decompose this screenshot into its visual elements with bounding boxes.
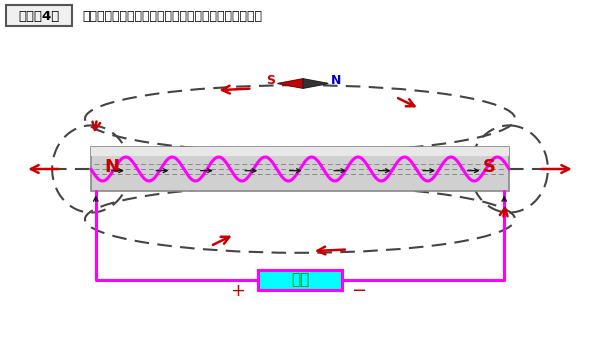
Bar xyxy=(258,270,342,290)
Text: −: − xyxy=(351,282,366,300)
Text: S: S xyxy=(266,74,275,87)
Text: N: N xyxy=(331,74,341,87)
Polygon shape xyxy=(278,79,303,88)
Polygon shape xyxy=(303,79,328,88)
Text: S: S xyxy=(483,158,496,176)
Text: 电源: 电源 xyxy=(291,272,309,287)
Text: +: + xyxy=(230,282,245,300)
Text: 【典例4】: 【典例4】 xyxy=(19,10,59,23)
Bar xyxy=(91,147,509,156)
Text: N: N xyxy=(104,158,119,176)
Bar xyxy=(91,147,509,191)
Text: 根据小磁针静止时指针的指向，判断出电源的正负极。: 根据小磁针静止时指针的指向，判断出电源的正负极。 xyxy=(82,10,262,23)
Bar xyxy=(6,5,72,26)
